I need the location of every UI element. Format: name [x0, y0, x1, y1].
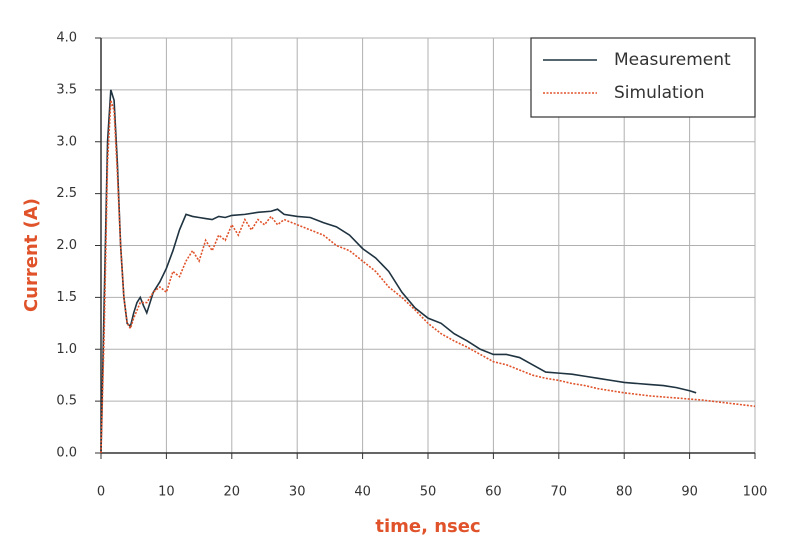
x-tick-label: 60: [485, 485, 502, 500]
x-axis-title: time, nsec: [375, 516, 480, 537]
x-tick-label: 100: [743, 485, 768, 500]
y-tick-label: 3.0: [56, 134, 77, 149]
y-tick-label: 1.5: [56, 290, 77, 305]
data-line: [100, 100, 756, 454]
y-tick-label: 1.0: [56, 342, 77, 357]
x-tick-label: 30: [289, 485, 306, 500]
y-tick-label: 4.0: [56, 31, 77, 46]
x-tick-label: 50: [420, 485, 437, 500]
x-tick-label: 40: [354, 485, 371, 500]
legend-box: [530, 37, 756, 118]
data-line: [100, 89, 697, 454]
x-tick-label: 90: [681, 485, 698, 500]
legend-label: Simulation: [614, 83, 705, 103]
x-tick-label: 20: [224, 485, 241, 500]
y-tick-label: 3.5: [56, 82, 77, 97]
y-tick-label: 2.0: [56, 238, 77, 253]
x-tick-label: 80: [616, 485, 633, 500]
x-tick-label: 0: [97, 485, 105, 500]
y-tick-label: 0.0: [56, 446, 77, 461]
y-tick-label: 2.5: [56, 186, 77, 201]
x-tick-label: 70: [551, 485, 568, 500]
legend-label: Measurement: [614, 50, 731, 70]
y-axis-title: Current (A): [21, 198, 42, 312]
y-tick-label: 0.5: [56, 394, 77, 409]
x-tick-label: 10: [158, 485, 175, 500]
